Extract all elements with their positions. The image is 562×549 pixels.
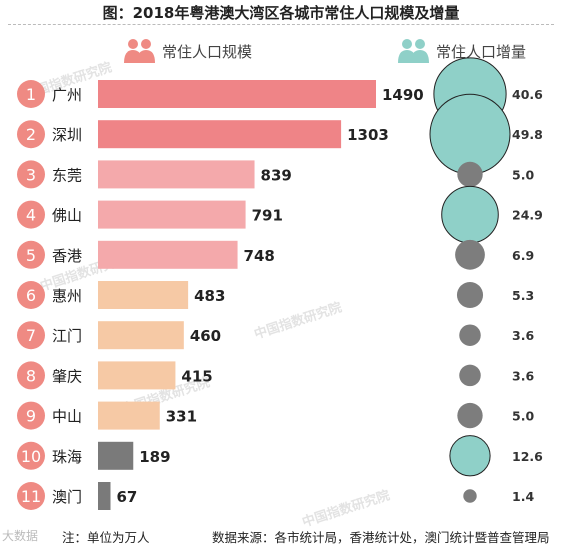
population-value-label: 460: [190, 327, 221, 345]
increment-value-label: 6.9: [512, 248, 534, 263]
increment-bubble: [456, 281, 484, 309]
increment-value-label: 49.8: [512, 127, 543, 142]
population-value-label: 331: [166, 408, 197, 426]
city-label: 肇庆: [52, 367, 82, 385]
footer-logo: 大数据: [2, 529, 39, 543]
increment-bubble: [449, 435, 491, 477]
rank-circle: [17, 240, 45, 269]
header-left-label: 常住人口规模: [162, 42, 253, 61]
footer-source: 数据来源：各市统计局，香港统计处，澳门统计暨普查管理局: [212, 530, 550, 545]
increment-value-label: 40.6: [512, 87, 543, 102]
population-bar: [98, 482, 111, 510]
population-value-label: 483: [194, 287, 225, 305]
population-bar: [98, 321, 184, 350]
rank-circle: [17, 482, 45, 510]
population-bar: [98, 120, 342, 149]
population-value-label: 791: [252, 207, 283, 225]
increment-bubble: [459, 364, 481, 387]
population-value-label: 1303: [347, 126, 389, 144]
population-bar: [98, 160, 255, 189]
people-icon: [398, 39, 429, 63]
increment-value-label: 1.4: [512, 489, 534, 504]
header-right: 常住人口增量: [396, 38, 526, 64]
increment-bubble: [455, 239, 485, 270]
increment-bubble: [441, 185, 499, 244]
population-value-label: 415: [181, 367, 212, 385]
population-value-label: 189: [139, 448, 170, 466]
city-label: 珠海: [52, 448, 82, 466]
header-left: 常住人口规模: [122, 38, 252, 64]
people-icon: [124, 39, 155, 63]
population-bar: [98, 200, 246, 229]
rank-number: 4: [26, 206, 36, 225]
footer-note: 注：单位为万人: [62, 530, 150, 545]
city-label: 深圳: [52, 126, 82, 144]
city-label: 香港: [52, 247, 82, 265]
population-value-label: 1490: [382, 86, 424, 104]
city-label: 东莞: [52, 166, 82, 184]
increment-value-label: 24.9: [512, 208, 543, 223]
increment-value-label: 3.6: [512, 368, 534, 383]
rank-number: 7: [26, 326, 36, 345]
city-label: 惠州: [52, 287, 82, 305]
rank-number: 2: [26, 125, 36, 144]
increment-value-label: 5.3: [512, 288, 534, 303]
rank-circle: [17, 80, 45, 108]
increment-bubble: [457, 402, 483, 429]
rank-number: 1: [26, 85, 36, 104]
population-bar: [98, 401, 160, 430]
rank-circle: [17, 281, 45, 309]
title-divider: [8, 24, 554, 25]
increment-value-label: 3.6: [512, 328, 534, 343]
population-bar: [98, 441, 134, 470]
population-bar: [98, 361, 176, 390]
rank-number: 8: [26, 366, 36, 385]
rank-number: 11: [21, 487, 41, 506]
rank-number: 10: [21, 447, 41, 466]
rank-circle: [17, 401, 45, 430]
population-value-label: 839: [261, 166, 292, 184]
population-value-label: 67: [117, 488, 138, 506]
city-label: 江门: [52, 327, 82, 345]
rank-circle: [17, 160, 45, 189]
rank-circle: [17, 441, 45, 470]
rank-circle: [17, 120, 45, 149]
city-label: 佛山: [52, 207, 82, 225]
increment-value-label: 5.0: [512, 167, 534, 182]
footer: 大数据 注：单位为万人 数据来源：各市统计局，香港统计处，澳门统计暨普查管理局: [0, 527, 562, 547]
rank-circle: [17, 321, 45, 350]
rank-number: 9: [26, 407, 36, 426]
population-bar: [98, 80, 376, 108]
population-bar: [98, 240, 238, 269]
rank-number: 3: [26, 165, 36, 184]
city-label: 广州: [52, 86, 82, 104]
city-label: 中山: [52, 408, 82, 426]
city-label: 澳门: [52, 488, 82, 506]
increment-bubble: [457, 161, 483, 188]
chart-title: 图：2018年粤港澳大湾区各城市常住人口规模及增量: [102, 4, 460, 22]
rank-circle: [17, 200, 45, 229]
population-bar: [98, 281, 189, 309]
increment-bubble: [459, 324, 481, 346]
increment-bubble: [463, 489, 477, 503]
rank-circle: [17, 361, 45, 390]
increment-value-label: 12.6: [512, 449, 543, 464]
rank-number: 6: [26, 286, 36, 305]
header-right-label: 常住人口增量: [436, 42, 527, 61]
population-value-label: 748: [244, 247, 275, 265]
rank-number: 5: [26, 246, 36, 265]
increment-value-label: 5.0: [512, 409, 534, 424]
